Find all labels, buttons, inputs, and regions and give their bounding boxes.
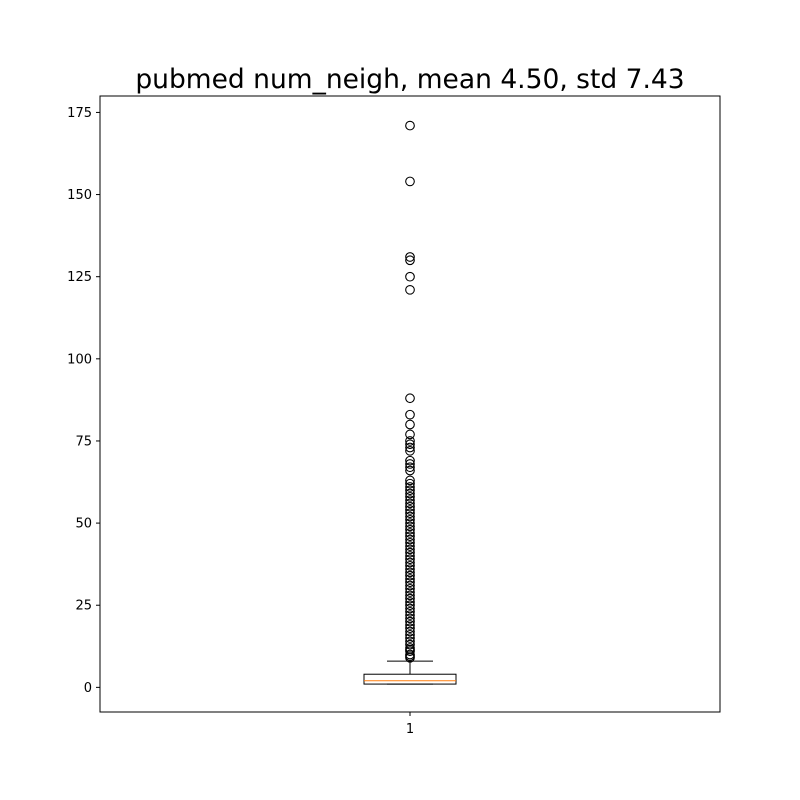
outlier-point xyxy=(405,508,415,519)
outlier-point xyxy=(405,551,415,561)
outlier-point xyxy=(405,120,415,131)
outlier-point xyxy=(405,409,415,420)
outlier-point xyxy=(405,462,415,473)
outlier-point xyxy=(405,616,415,627)
outlier-point xyxy=(405,475,415,486)
iqr-box xyxy=(363,673,457,685)
outlier-point xyxy=(405,393,415,404)
outlier-point xyxy=(405,501,415,512)
outlier-point xyxy=(405,429,415,440)
outlier-point xyxy=(405,639,415,650)
outlier-point xyxy=(405,557,415,568)
outlier-point xyxy=(405,524,415,535)
outlier-point xyxy=(405,577,415,588)
outlier-point xyxy=(405,455,415,466)
chart-title: pubmed num_neigh, mean 4.50, std 7.43 xyxy=(135,64,684,95)
outlier-point xyxy=(405,567,415,578)
outlier-point xyxy=(405,491,415,502)
x-axis: 1 xyxy=(406,712,414,737)
outlier-point xyxy=(405,521,415,532)
outlier-point xyxy=(405,537,415,548)
outlier-point xyxy=(405,482,415,492)
outlier-point xyxy=(405,590,415,601)
outlier-point xyxy=(405,547,415,558)
outlier-point xyxy=(405,511,415,522)
outlier-point xyxy=(405,633,415,643)
outlier-point xyxy=(405,514,415,525)
outlier-point xyxy=(405,498,415,509)
outlier-point xyxy=(405,436,415,446)
outlier-point xyxy=(405,485,415,496)
y-tick-label: 50 xyxy=(75,517,92,532)
outlier-point xyxy=(405,439,415,450)
outlier-point xyxy=(405,643,415,653)
y-tick-label: 125 xyxy=(67,270,92,285)
outlier-point xyxy=(405,531,415,542)
outlier-point xyxy=(405,544,415,555)
outlier-point xyxy=(405,465,415,476)
outlier-point xyxy=(405,629,415,640)
outlier-point xyxy=(405,574,415,584)
outlier-point xyxy=(405,593,415,604)
outlier-point xyxy=(405,560,415,571)
outlier-point xyxy=(405,626,415,637)
outlier-point xyxy=(405,518,415,528)
outlier-point xyxy=(405,541,415,551)
outlier-point xyxy=(405,271,415,282)
y-tick-label: 100 xyxy=(67,352,92,367)
y-tick-label: 0 xyxy=(84,681,92,696)
outlier-point xyxy=(405,495,415,505)
y-tick-label: 150 xyxy=(67,188,92,203)
outlier-point xyxy=(405,442,415,453)
y-axis: 0 25 50 75 100 125 150 175 xyxy=(67,106,100,696)
outlier-point xyxy=(405,554,415,565)
outlier-point xyxy=(405,620,415,630)
plot-marks xyxy=(363,120,457,685)
outlier-point xyxy=(405,255,415,266)
outlier-point xyxy=(405,419,415,430)
outlier-point xyxy=(405,583,415,594)
outlier-point xyxy=(405,284,415,295)
outlier-point xyxy=(405,176,415,187)
outlier-point xyxy=(405,597,415,607)
outlier-point xyxy=(405,580,415,591)
outlier-point xyxy=(405,564,415,574)
y-tick-label: 75 xyxy=(75,434,92,449)
outlier-point xyxy=(405,600,415,611)
outlier-point xyxy=(405,252,415,262)
y-tick-label: 25 xyxy=(75,599,92,614)
outlier-point xyxy=(405,528,415,538)
outlier-point xyxy=(405,459,415,469)
outlier-point xyxy=(405,603,415,614)
outlier-point xyxy=(405,445,415,456)
outlier-point xyxy=(405,505,415,515)
outlier-point xyxy=(405,649,415,660)
y-tick-label: 175 xyxy=(67,106,92,121)
outlier-point xyxy=(405,606,415,617)
outlier-point xyxy=(405,610,415,620)
outlier-point xyxy=(405,636,415,647)
outlier-point xyxy=(405,570,415,581)
outlier-point xyxy=(405,613,415,624)
outlier-point xyxy=(405,478,415,489)
outlier-point xyxy=(405,587,415,597)
outlier-point xyxy=(405,623,415,634)
x-tick-label: 1 xyxy=(406,722,414,737)
outlier-point xyxy=(405,534,415,545)
outlier-point xyxy=(405,488,415,499)
